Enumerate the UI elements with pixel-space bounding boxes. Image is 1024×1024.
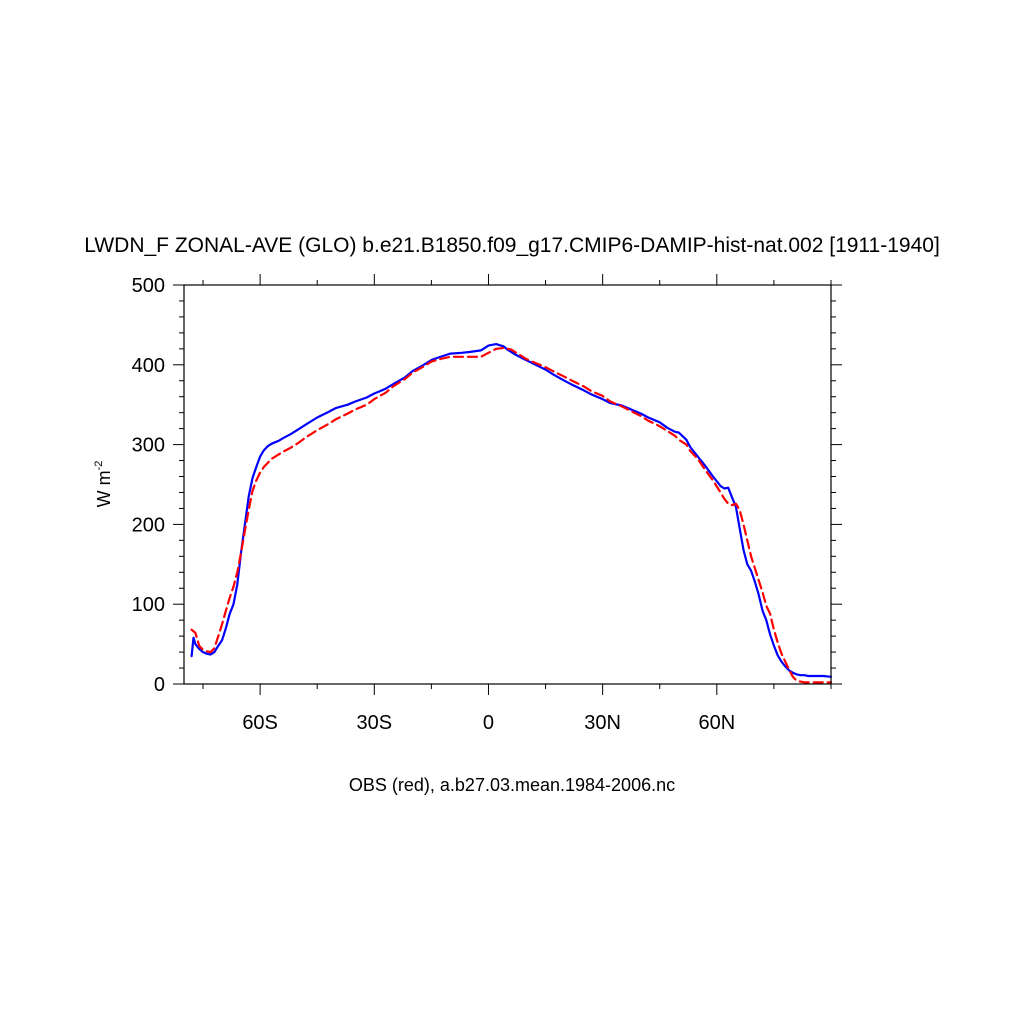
tick-layer: [173, 274, 842, 695]
x-tick-label: 30S: [356, 712, 392, 734]
y-tick-label: 0: [154, 674, 165, 696]
x-tick-label: 60N: [698, 712, 735, 734]
y-tick-label: 300: [132, 435, 165, 457]
series-layer: [190, 343, 833, 684]
series-line-model: [190, 343, 833, 678]
series-line-obs: [190, 346, 833, 684]
y-tick-label: 400: [132, 355, 165, 377]
y-axis-label-main: W m: [94, 470, 114, 507]
plot-frame: [183, 284, 832, 685]
y-tick-label: 500: [132, 275, 165, 297]
y-axis-label: W m-2: [93, 461, 114, 508]
tick-label-layer: 0 100 200 300 400 500 60S 30S 0 30N 60N: [132, 275, 736, 734]
y-axis-label-exponent: -2: [93, 461, 105, 471]
x-tick-label: 30N: [584, 712, 621, 734]
x-tick-label: 0: [483, 712, 494, 734]
chart-title: LWDN_F ZONAL-AVE (GLO) b.e21.B1850.f09_g…: [84, 234, 940, 257]
x-axis-label: OBS (red), a.b27.03.mean.1984-2006.nc: [349, 775, 675, 795]
y-tick-label: 200: [132, 514, 165, 536]
y-tick-label: 100: [132, 594, 165, 616]
x-tick-label: 60S: [242, 712, 278, 734]
